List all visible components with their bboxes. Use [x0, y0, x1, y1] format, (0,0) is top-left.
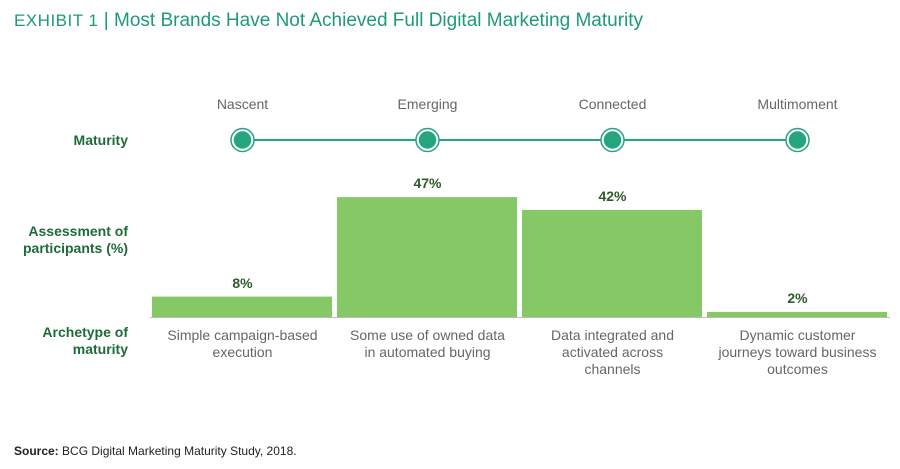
category-label: Some use of owned data in automated buyi…: [350, 327, 505, 360]
chart-title: EXHIBIT 1 | Most Brands Have Not Achieve…: [14, 10, 643, 32]
stage-dot: [786, 128, 809, 152]
separator: |: [103, 10, 109, 31]
source-label: Source:: [14, 444, 59, 458]
value-label: 2%: [787, 289, 808, 306]
stage-dot-ring: [785, 127, 810, 153]
bar: [707, 311, 887, 317]
value-label: 47%: [413, 175, 442, 192]
source: Source: BCG Digital Marketing Maturity S…: [14, 444, 297, 458]
stage-dot-ring: [230, 127, 255, 153]
category-label: Data integrated and activated across cha…: [551, 327, 674, 377]
stage-dot: [601, 128, 624, 152]
stage-dot: [231, 128, 254, 152]
row-label: Maturity: [73, 132, 128, 148]
stage-dot: [416, 128, 439, 152]
bar: [152, 296, 332, 317]
row-label: Assessment of participants (%): [22, 223, 128, 256]
stage-label: Emerging: [397, 96, 458, 112]
source-text: BCG Digital Marketing Maturity Study, 20…: [62, 444, 297, 458]
stage-label: Multimoment: [757, 96, 838, 112]
category-label: Simple campaign-based execution: [167, 327, 318, 360]
stage-dot-ring: [600, 127, 625, 153]
stage-label: Connected: [578, 96, 647, 112]
exhibit-label: EXHIBIT 1: [14, 11, 99, 30]
bar: [522, 209, 702, 317]
category-label: Dynamic customer journeys toward busines…: [718, 327, 877, 377]
value-label: 8%: [232, 274, 253, 291]
stage-label: Nascent: [216, 96, 269, 112]
row-label: Archetype of maturity: [42, 324, 128, 357]
bar: [337, 197, 517, 317]
value-label: 42%: [598, 187, 627, 204]
title-text: Most Brands Have Not Achieved Full Digit…: [114, 10, 644, 31]
stage-dot-ring: [415, 127, 440, 153]
